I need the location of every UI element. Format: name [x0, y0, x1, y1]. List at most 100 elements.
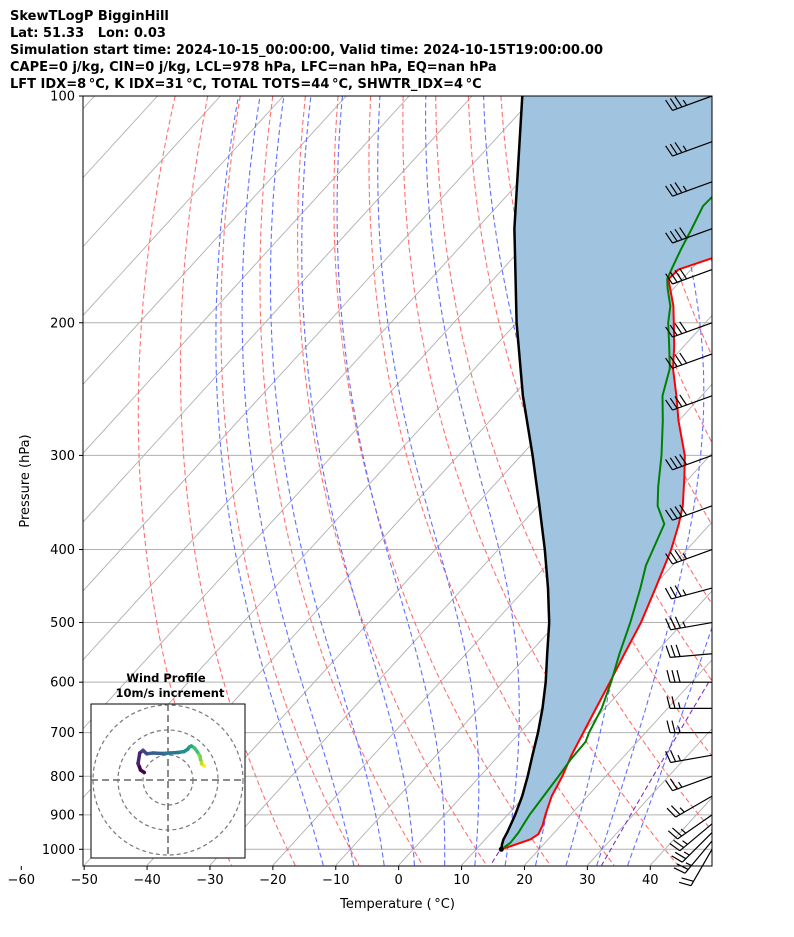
- y-tick-label: 700: [50, 726, 75, 741]
- wind-barb-flag: [674, 354, 683, 366]
- y-tick-label: 300: [50, 449, 75, 464]
- wind-barb-shaft: [670, 754, 713, 764]
- wind-barb-flag: [665, 618, 672, 631]
- wind-barb-flag: [679, 454, 688, 465]
- mixing-ratio-line: [733, 682, 794, 865]
- wind-barb: [666, 670, 713, 683]
- hodograph-title: Wind Profile: [126, 671, 206, 685]
- wind-barb-half-flag: [682, 840, 688, 845]
- parcel-path-line: [500, 96, 551, 850]
- wind-barb-shaft: [670, 621, 713, 631]
- wind-barb-flag: [679, 504, 688, 516]
- wind-barb-shaft: [690, 849, 713, 886]
- dry-adiabat-line: [259, 96, 424, 866]
- wind-barb-flag: [674, 96, 683, 108]
- wind-barb-shaft: [672, 95, 713, 111]
- isotherm-line: [83, 96, 95, 110]
- y-tick-label: 100: [50, 90, 75, 105]
- wind-barb-flag: [670, 645, 676, 658]
- hodograph-subtitle: 10m/s increment: [116, 686, 225, 700]
- station-location: Lat: 51.33 Lon: 0.03: [10, 26, 166, 41]
- x-tick-label: 30: [579, 873, 596, 888]
- wind-barb-shaft: [670, 653, 713, 658]
- wind-barb-flag: [665, 273, 673, 285]
- isotherm-line: [335, 452, 712, 866]
- wind-barb-flag: [665, 232, 673, 244]
- y-tick-label: 800: [50, 770, 75, 785]
- wind-barb: [665, 352, 713, 369]
- wind-barb-flag: [678, 881, 692, 887]
- dry-adiabat-line: [220, 96, 360, 866]
- x-axis-label: Temperature ( °C): [339, 897, 455, 912]
- wind-barb-shaft: [672, 395, 713, 411]
- wind-barb-shaft: [672, 322, 713, 338]
- wind-barb-flag: [665, 750, 672, 763]
- isotherm-line: [83, 96, 221, 248]
- wind-barb-flag: [679, 321, 688, 333]
- wind-barb-flag: [669, 750, 677, 762]
- wind-barb-shaft: [672, 454, 713, 471]
- wind-barb-flag: [669, 617, 677, 630]
- x-tick-label: −40: [133, 873, 160, 888]
- wind-barb: [665, 394, 713, 411]
- wind-barb-flag: [669, 586, 677, 598]
- y-tick-label: 600: [50, 676, 75, 691]
- wind-barb-flag: [672, 827, 683, 837]
- plot-frame: [82, 95, 713, 867]
- wind-barb-shaft: [677, 814, 713, 840]
- dry-adiabat-line: [333, 96, 551, 866]
- wind-barb-flag: [665, 553, 673, 565]
- y-tick-label: 200: [50, 316, 75, 331]
- wind-barb-flag: [674, 549, 683, 561]
- wind-barb-flag: [673, 867, 686, 874]
- wind-barb-half-flag: [677, 702, 681, 709]
- wind-barb: [664, 585, 713, 600]
- wind-barb-flag: [671, 696, 676, 709]
- surface-parcel-marker: [498, 846, 504, 852]
- wind-barb-flag: [665, 645, 671, 658]
- wind-barb-half-flag: [678, 781, 683, 788]
- wind-barb-half-flag: [680, 828, 687, 834]
- moist-adiabat-line: [377, 96, 480, 866]
- isotherm-line: [83, 96, 410, 454]
- x-tick-label: −30: [196, 873, 223, 888]
- x-tick-label: 20: [516, 873, 533, 888]
- wind-barb-half-flag: [682, 145, 688, 152]
- isotherm-line: [587, 728, 712, 866]
- wind-barb: [673, 840, 713, 874]
- dewpoint-line: [500, 195, 712, 851]
- wind-barb-flag: [674, 323, 683, 335]
- temperature-line: [500, 257, 712, 851]
- wind-barb-flag: [674, 228, 683, 240]
- hodograph-trace-segment: [138, 768, 147, 775]
- x-tick-label: 10: [453, 873, 470, 888]
- hodograph-plot: [91, 704, 245, 858]
- wind-barb: [665, 616, 713, 631]
- moist-adiabat-line: [336, 96, 446, 866]
- dry-adiabat-line: [179, 96, 296, 866]
- wind-barb-flag: [674, 269, 683, 281]
- moist-adiabat-line: [241, 96, 355, 866]
- wind-barb-flag: [669, 324, 678, 336]
- chart-title: SkewTLogP BigginHill: [10, 9, 169, 24]
- isotherm-line: [83, 96, 284, 317]
- dry-adiabat-line: [297, 96, 488, 866]
- wind-barb: [665, 95, 713, 111]
- wind-barb-shaft: [672, 141, 713, 157]
- wind-barb: [665, 321, 713, 338]
- wind-barb-flag: [669, 843, 681, 852]
- x-tick-label: −60: [8, 873, 35, 888]
- wind-barb: [665, 454, 713, 471]
- wind-barb-flag: [674, 142, 683, 154]
- wind-barb-flag: [679, 227, 688, 239]
- wind-barb-shaft: [672, 181, 713, 197]
- wind-barb-shaft: [672, 775, 713, 792]
- x-tick-label: 40: [642, 873, 659, 888]
- y-tick-label: 400: [50, 543, 75, 558]
- isotherm-line: [398, 521, 712, 866]
- isotherm-line: [83, 96, 536, 592]
- wind-barb: [667, 814, 713, 840]
- wind-barb-shaft: [679, 823, 713, 852]
- wind-barb: [665, 775, 713, 792]
